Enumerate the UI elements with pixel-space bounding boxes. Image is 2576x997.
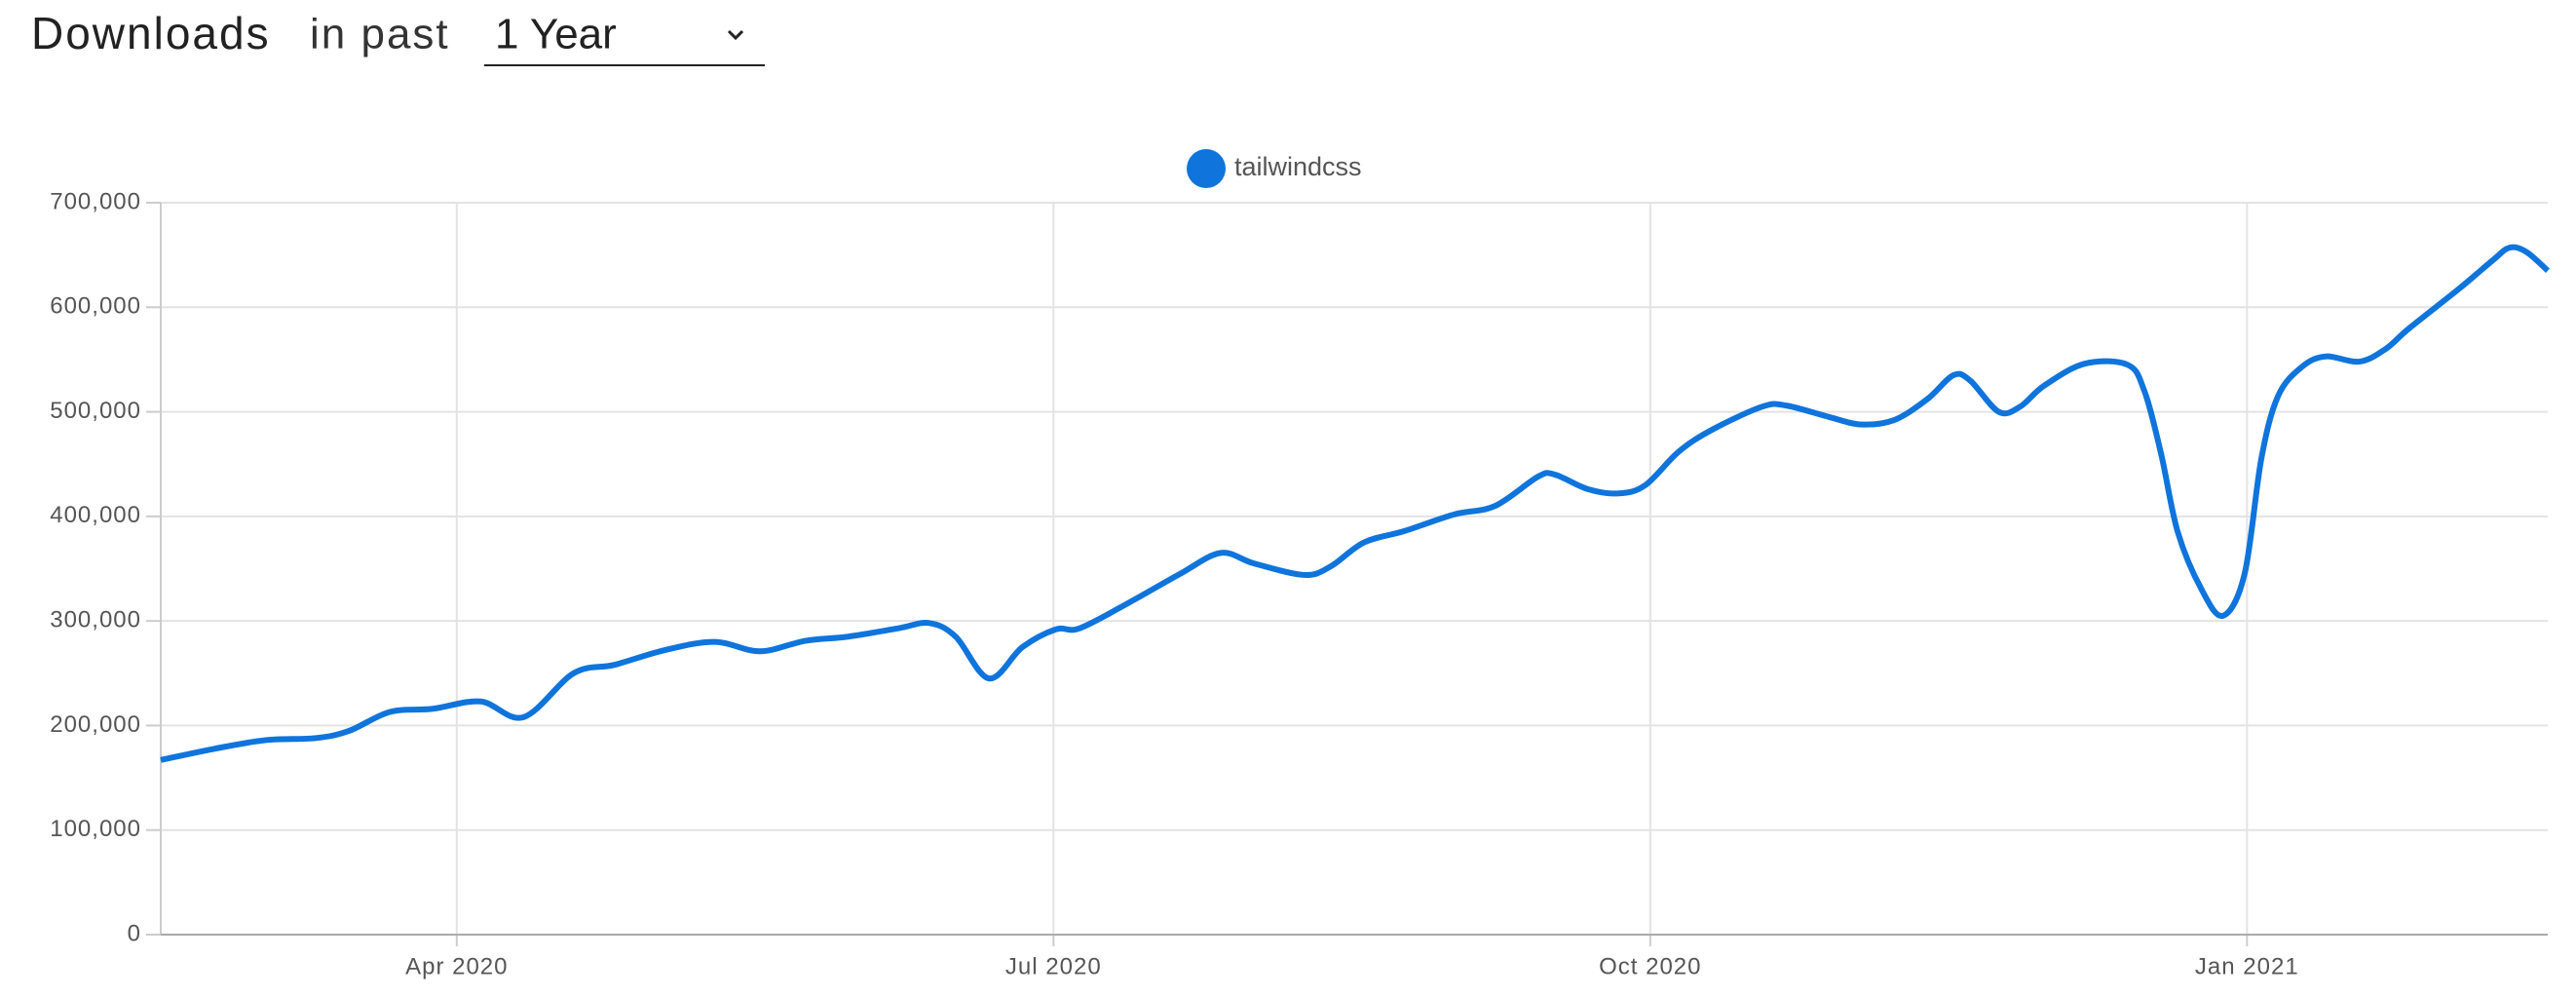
period-select[interactable]: 1 Year <box>484 11 765 66</box>
y-tick-label: 300,000 <box>50 606 141 633</box>
y-tick-label: 0 <box>128 920 141 946</box>
y-tick-label: 500,000 <box>50 398 141 424</box>
period-value[interactable]: 1 Year <box>495 11 617 58</box>
x-tick-label: Jul 2020 <box>1005 953 1102 979</box>
legend: tailwindcss <box>1187 149 1362 188</box>
header-title: Downloads <box>31 8 271 58</box>
y-tick-label: 200,000 <box>50 711 141 738</box>
y-tick-label: 600,000 <box>50 293 141 320</box>
legend-swatch <box>1187 149 1226 188</box>
y-tick-label: 400,000 <box>50 502 141 528</box>
header-subtitle: in past <box>310 11 450 58</box>
y-tick-label: 700,000 <box>50 188 141 214</box>
y-tick-label: 100,000 <box>50 816 141 842</box>
x-tick-label: Jan 2021 <box>2195 953 2299 979</box>
select-arrow <box>727 29 744 41</box>
data-line <box>160 244 2551 763</box>
legend-label: tailwindcss <box>1234 152 1362 181</box>
x-tick-label: Oct 2020 <box>1599 953 1701 979</box>
x-tick-label: Apr 2020 <box>405 953 508 979</box>
